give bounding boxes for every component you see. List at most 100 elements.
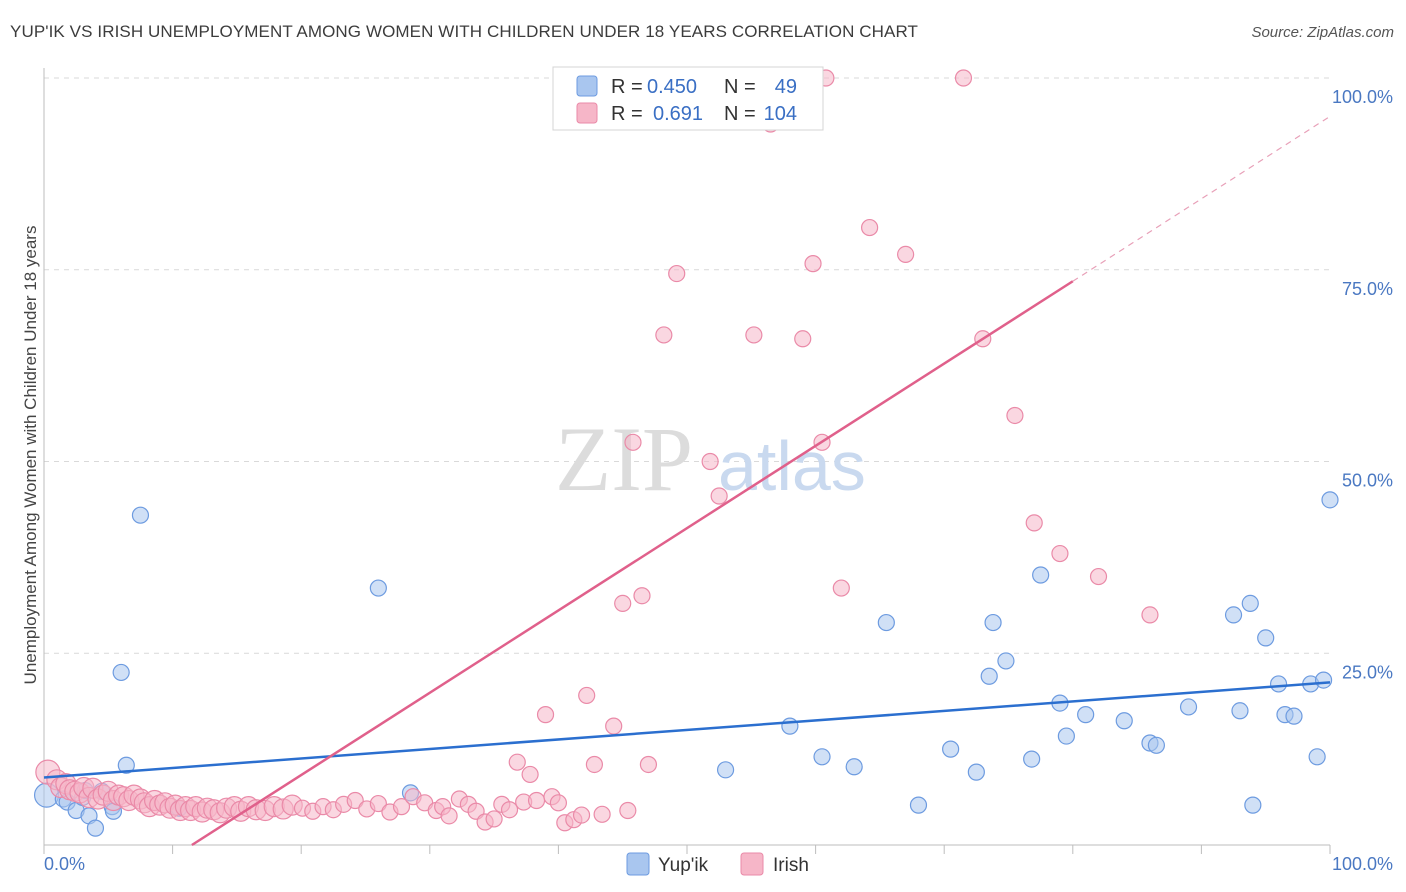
- yupik-point: [997, 652, 1015, 670]
- irish-point: [440, 807, 458, 825]
- yupik-legend-swatch: [576, 75, 598, 97]
- irish-point: [1051, 544, 1069, 563]
- irish-point: [633, 587, 651, 605]
- yupik-point: [369, 579, 387, 597]
- irish-point: [521, 765, 539, 784]
- yupik-point: [1285, 707, 1303, 725]
- irish-point: [536, 706, 555, 724]
- yupik-point: [1308, 748, 1326, 766]
- irish-point: [578, 686, 596, 705]
- yupik-point: [1314, 671, 1333, 689]
- irish-point: [605, 717, 623, 735]
- chart-title: YUP'IK VS IRISH UNEMPLOYMENT AMONG WOMEN…: [10, 22, 919, 41]
- irish-point: [614, 594, 632, 612]
- irish-point: [585, 755, 604, 774]
- yupik-point: [1032, 566, 1050, 584]
- gridlines: [44, 77, 1330, 654]
- irish-point: [804, 255, 822, 273]
- legend-yupik-label: Yup'ik: [658, 855, 709, 876]
- source-credit: Source: ZipAtlas.com: [1251, 24, 1394, 41]
- yupik-point: [117, 756, 135, 774]
- yupik-n-label: N =: [724, 76, 756, 98]
- irish-point: [861, 218, 879, 237]
- irish-point: [668, 264, 686, 283]
- legend-irish-label: Irish: [773, 855, 809, 876]
- y-axis-title: Unemployment Among Women with Children U…: [21, 226, 40, 685]
- yupik-point: [1115, 712, 1133, 730]
- yupik-point: [1023, 750, 1041, 768]
- trend-lines: [43, 115, 1331, 847]
- y-tick-label: 50.0%: [1342, 471, 1393, 491]
- yupik-point: [877, 613, 895, 632]
- yupik-r-value: 0.450: [647, 76, 697, 98]
- yupik-n-value: 49: [775, 76, 797, 98]
- irish-point: [572, 806, 591, 824]
- irish-n-label: N =: [724, 103, 756, 125]
- yupik-point: [813, 748, 831, 766]
- yupik-point: [1077, 706, 1095, 724]
- irish-r-label: R =: [611, 103, 643, 125]
- irish-point: [954, 69, 973, 87]
- legend-irish-swatch: [740, 852, 764, 876]
- yupik-point: [86, 819, 105, 837]
- irish-point: [527, 791, 546, 810]
- yupik-r-label: R =: [611, 76, 643, 98]
- yupik-point: [980, 667, 998, 685]
- yupik-point: [781, 717, 799, 735]
- yupik-point: [131, 506, 150, 524]
- irish-point: [639, 755, 658, 774]
- irish-points: [35, 69, 1159, 832]
- irish-point: [1089, 567, 1108, 586]
- yupik-point: [1321, 491, 1339, 509]
- yupik-point: [967, 763, 985, 781]
- irish-point: [897, 245, 915, 264]
- irish-point: [346, 791, 364, 810]
- irish-point: [710, 487, 728, 505]
- yupik-point: [845, 758, 863, 776]
- tick-labels: 25.0% 50.0% 75.0% 100.0% 0.0% 100.0%: [44, 87, 1393, 874]
- irish-point: [1025, 514, 1043, 532]
- irish-legend-swatch: [576, 102, 598, 124]
- irish-point: [500, 801, 519, 819]
- irish-point: [624, 433, 642, 451]
- yupik-point: [1224, 606, 1243, 624]
- yupik-point: [1057, 727, 1075, 745]
- irish-trend-extension: [1072, 115, 1331, 282]
- x-tick-label: 100.0%: [1332, 854, 1393, 874]
- y-tick-label: 25.0%: [1342, 662, 1393, 682]
- y-tick-label: 75.0%: [1342, 279, 1393, 299]
- yupik-point: [1231, 702, 1249, 720]
- yupik-trend-line: [43, 681, 1331, 779]
- axes: [43, 68, 1331, 854]
- yupik-point: [1241, 594, 1259, 612]
- irish-point: [485, 810, 503, 828]
- x-tick-label: 0.0%: [44, 854, 85, 874]
- legend-yupik-swatch: [626, 852, 650, 876]
- irish-point: [392, 798, 411, 816]
- irish-point: [549, 794, 568, 812]
- yupik-point: [942, 740, 960, 758]
- yupik-point: [1269, 675, 1288, 693]
- irish-point: [794, 330, 812, 348]
- yupik-point: [984, 613, 1002, 632]
- yupik-point: [112, 663, 130, 682]
- irish-point: [508, 753, 526, 771]
- irish-point: [1006, 406, 1024, 425]
- stats-legend: R = 0.450 N = 49 R = 0.691 N = 104: [552, 66, 824, 131]
- yupik-point: [1257, 629, 1275, 647]
- irish-trend-line: [191, 280, 1074, 847]
- irish-point: [369, 794, 387, 813]
- watermark-zip: ZIP: [555, 408, 693, 510]
- irish-point: [619, 801, 637, 820]
- yupik-point: [1179, 698, 1198, 716]
- yupik-point: [909, 796, 928, 814]
- irish-r-value: 0.691: [653, 103, 703, 125]
- irish-point: [745, 326, 763, 344]
- y-tick-label: 100.0%: [1332, 87, 1393, 107]
- series-legend: Yup'ik Irish: [626, 852, 809, 876]
- irish-n-value: 104: [764, 103, 797, 125]
- yupik-point: [1244, 796, 1262, 814]
- irish-point: [832, 579, 850, 597]
- irish-point: [593, 805, 611, 823]
- yupik-point: [716, 761, 735, 779]
